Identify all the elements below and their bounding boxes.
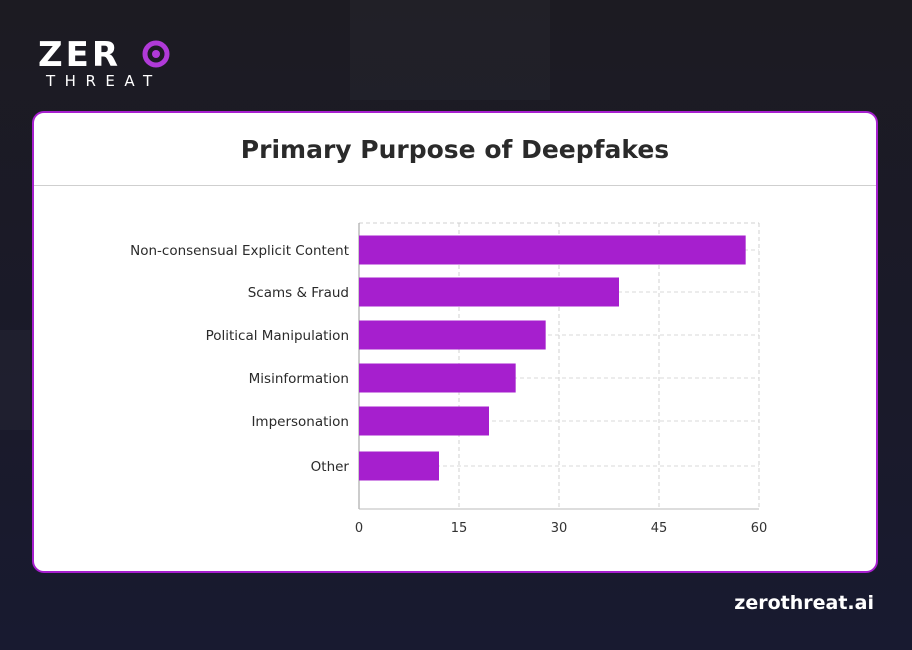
title-divider bbox=[34, 185, 876, 186]
bar bbox=[359, 406, 489, 436]
category-label: Other bbox=[311, 459, 350, 475]
bar bbox=[359, 363, 516, 393]
footer-url: zerothreat.ai bbox=[734, 592, 874, 614]
category-label: Non-consensual Explicit Content bbox=[130, 243, 349, 259]
x-tick-label: 30 bbox=[551, 521, 568, 536]
zerothreat-logo: ZER THREAT bbox=[38, 36, 170, 90]
bar bbox=[359, 451, 439, 481]
category-label: Misinformation bbox=[249, 371, 349, 387]
category-label: Impersonation bbox=[251, 414, 349, 430]
x-tick-label: 60 bbox=[751, 521, 768, 536]
bar bbox=[359, 277, 619, 307]
category-label: Political Manipulation bbox=[206, 328, 349, 344]
x-tick-label: 0 bbox=[355, 521, 363, 536]
category-label: Scams & Fraud bbox=[248, 285, 349, 301]
logo-o-ring bbox=[142, 40, 170, 68]
bar bbox=[359, 235, 746, 265]
chart-title: Primary Purpose of Deepfakes bbox=[240, 135, 670, 164]
logo-text: ZER bbox=[38, 36, 121, 75]
logo-o-dot bbox=[152, 50, 160, 58]
x-tick-label: 45 bbox=[651, 521, 668, 536]
logo-subtext: THREAT bbox=[45, 72, 162, 90]
bar bbox=[359, 320, 546, 350]
x-tick-label: 15 bbox=[451, 521, 468, 536]
